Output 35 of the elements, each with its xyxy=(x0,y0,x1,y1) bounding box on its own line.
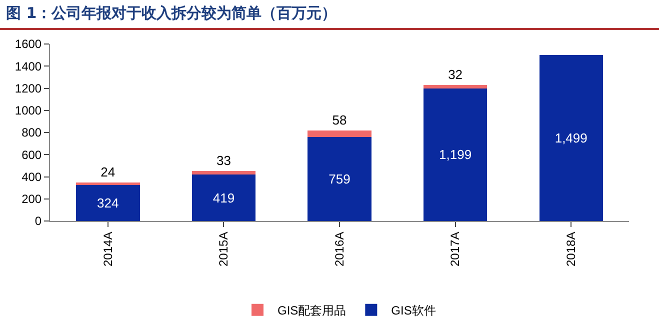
data-label: 58 xyxy=(332,112,347,128)
bar xyxy=(539,55,603,221)
data-label: 1,199 xyxy=(439,147,472,162)
x-tick-label: 2014A xyxy=(100,232,115,267)
y-tick-label: 1600 xyxy=(14,37,42,52)
data-label: 33 xyxy=(216,153,231,168)
legend-label: GIS软件 xyxy=(391,304,436,318)
bar xyxy=(423,88,488,221)
data-label: 32 xyxy=(448,66,463,82)
y-tick-label: 400 xyxy=(22,170,42,184)
y-tick-label: 1400 xyxy=(14,59,42,74)
y-tick-label: 800 xyxy=(22,126,42,140)
bar xyxy=(192,171,256,175)
bar xyxy=(308,137,372,221)
legend-label: GIS配套用品 xyxy=(278,304,346,318)
bar xyxy=(76,185,140,221)
x-tick-label: 2018A xyxy=(564,232,578,267)
bar xyxy=(308,130,372,138)
data-label: 324 xyxy=(97,196,119,211)
data-label: 419 xyxy=(212,190,235,206)
data-label: 24 xyxy=(100,164,116,180)
y-tick-label: 1000 xyxy=(14,104,42,118)
x-tick-label: 2016A xyxy=(332,232,346,267)
bar xyxy=(76,182,140,186)
data-label: 1,499 xyxy=(554,130,588,146)
y-tick-label: 200 xyxy=(22,192,42,206)
x-tick-label: 2015A xyxy=(216,232,231,267)
y-tick-label: 0 xyxy=(34,214,42,228)
bar xyxy=(192,174,256,221)
y-tick-label: 1200 xyxy=(14,81,42,96)
data-label: 759 xyxy=(328,172,350,187)
chart-title: 图 1：公司年报对于收入拆分较为简单（百万元） xyxy=(0,0,659,30)
x-tick-label: 2017A xyxy=(448,232,462,267)
y-tick-label: 600 xyxy=(22,148,42,162)
bar xyxy=(423,84,488,88)
